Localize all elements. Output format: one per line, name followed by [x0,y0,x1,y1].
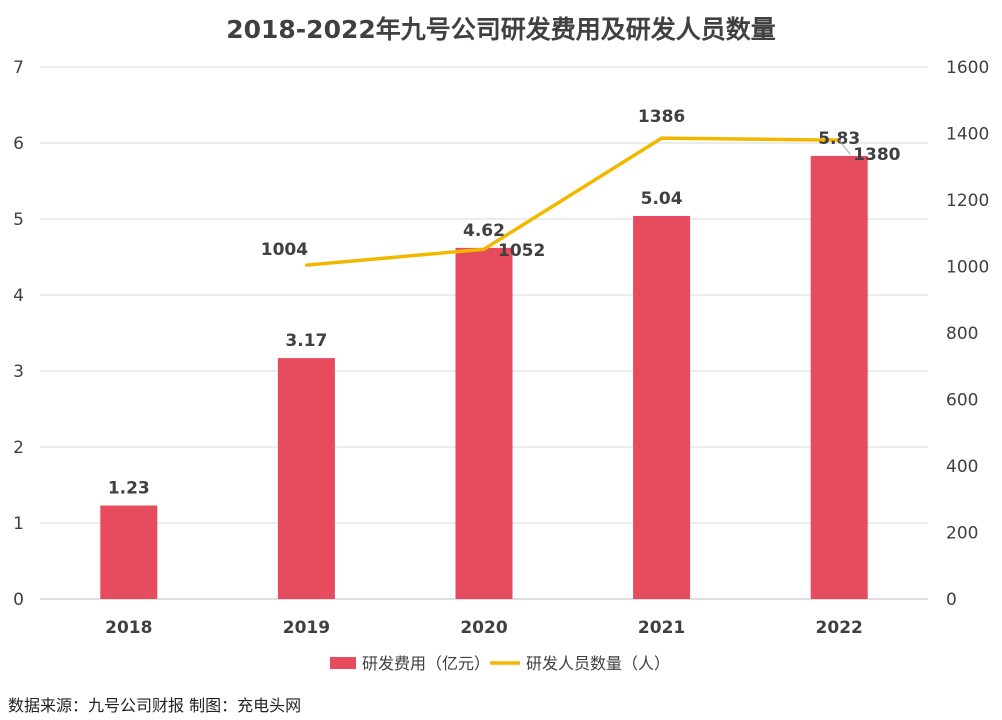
bar-value-label: 3.17 [285,331,327,351]
line-value-label: 1386 [638,107,685,127]
y-right-tick-label: 200 [946,524,978,544]
y-right-tick-label: 800 [946,324,978,344]
y-right-tick-label: 1600 [946,58,989,78]
y-left-tick-label: 5 [13,210,24,230]
chart-title: 2018-2022年九号公司研发费用及研发人员数量 [226,15,776,44]
x-tick-label: 2018 [105,618,152,638]
y-right-tick-label: 400 [946,457,978,477]
line-point [304,263,308,267]
bar [100,505,158,599]
line-value-label: 1380 [853,145,900,165]
y-right-tick-label: 1400 [946,125,989,145]
y-left-tick-label: 3 [13,362,24,382]
x-tick-label: 2022 [816,618,863,638]
bar-value-label: 4.62 [463,221,505,241]
x-tick-label: 2019 [283,618,330,638]
x-tick-label: 2020 [460,618,507,638]
legend-label-line: 研发人员数量（人） [526,654,670,673]
data-labels: 1.23 3.17 4.62 5.04 5.83 1004 1052 1386 1380 [108,107,901,498]
line-point [482,247,486,251]
y-right-tick-label: 600 [946,391,978,411]
source-note: 数据来源：九号公司财报 制图：充电头网 [8,696,301,715]
line-value-label: 1004 [261,240,308,260]
y-left-tick-label: 6 [13,134,24,154]
line-series [304,136,841,267]
bar-value-label: 1.23 [108,479,150,499]
legend-swatch-bar [330,657,356,669]
line-path [306,136,840,267]
y-left-tick-label: 7 [13,58,24,78]
bars [100,155,868,600]
bar [455,247,513,599]
y-left-tick-label: 4 [13,286,24,306]
bar [810,155,868,600]
y-left-tick-label: 2 [13,438,24,458]
bar [633,215,691,599]
bar [277,358,335,599]
bar-value-label: 5.83 [818,129,860,149]
line-value-label: 1052 [498,241,545,261]
axes: 0 1 2 3 4 5 6 7 0 200 400 600 800 1000 1200 1400 1600 201… [13,58,989,638]
x-tick-label: 2021 [638,618,685,638]
y-left-tick-label: 0 [13,590,24,610]
y-left-tick-label: 1 [13,514,24,534]
legend-label-bar: 研发费用（亿元） [362,654,490,673]
y-right-tick-label: 0 [946,590,957,610]
y-right-tick-label: 1000 [946,258,989,278]
legend: 研发费用（亿元） 研发人员数量（人） [330,654,670,673]
y-right-tick-label: 1200 [946,191,989,211]
bar-value-label: 5.04 [641,189,683,209]
line-point [660,136,664,140]
label-leader-line [838,139,851,155]
